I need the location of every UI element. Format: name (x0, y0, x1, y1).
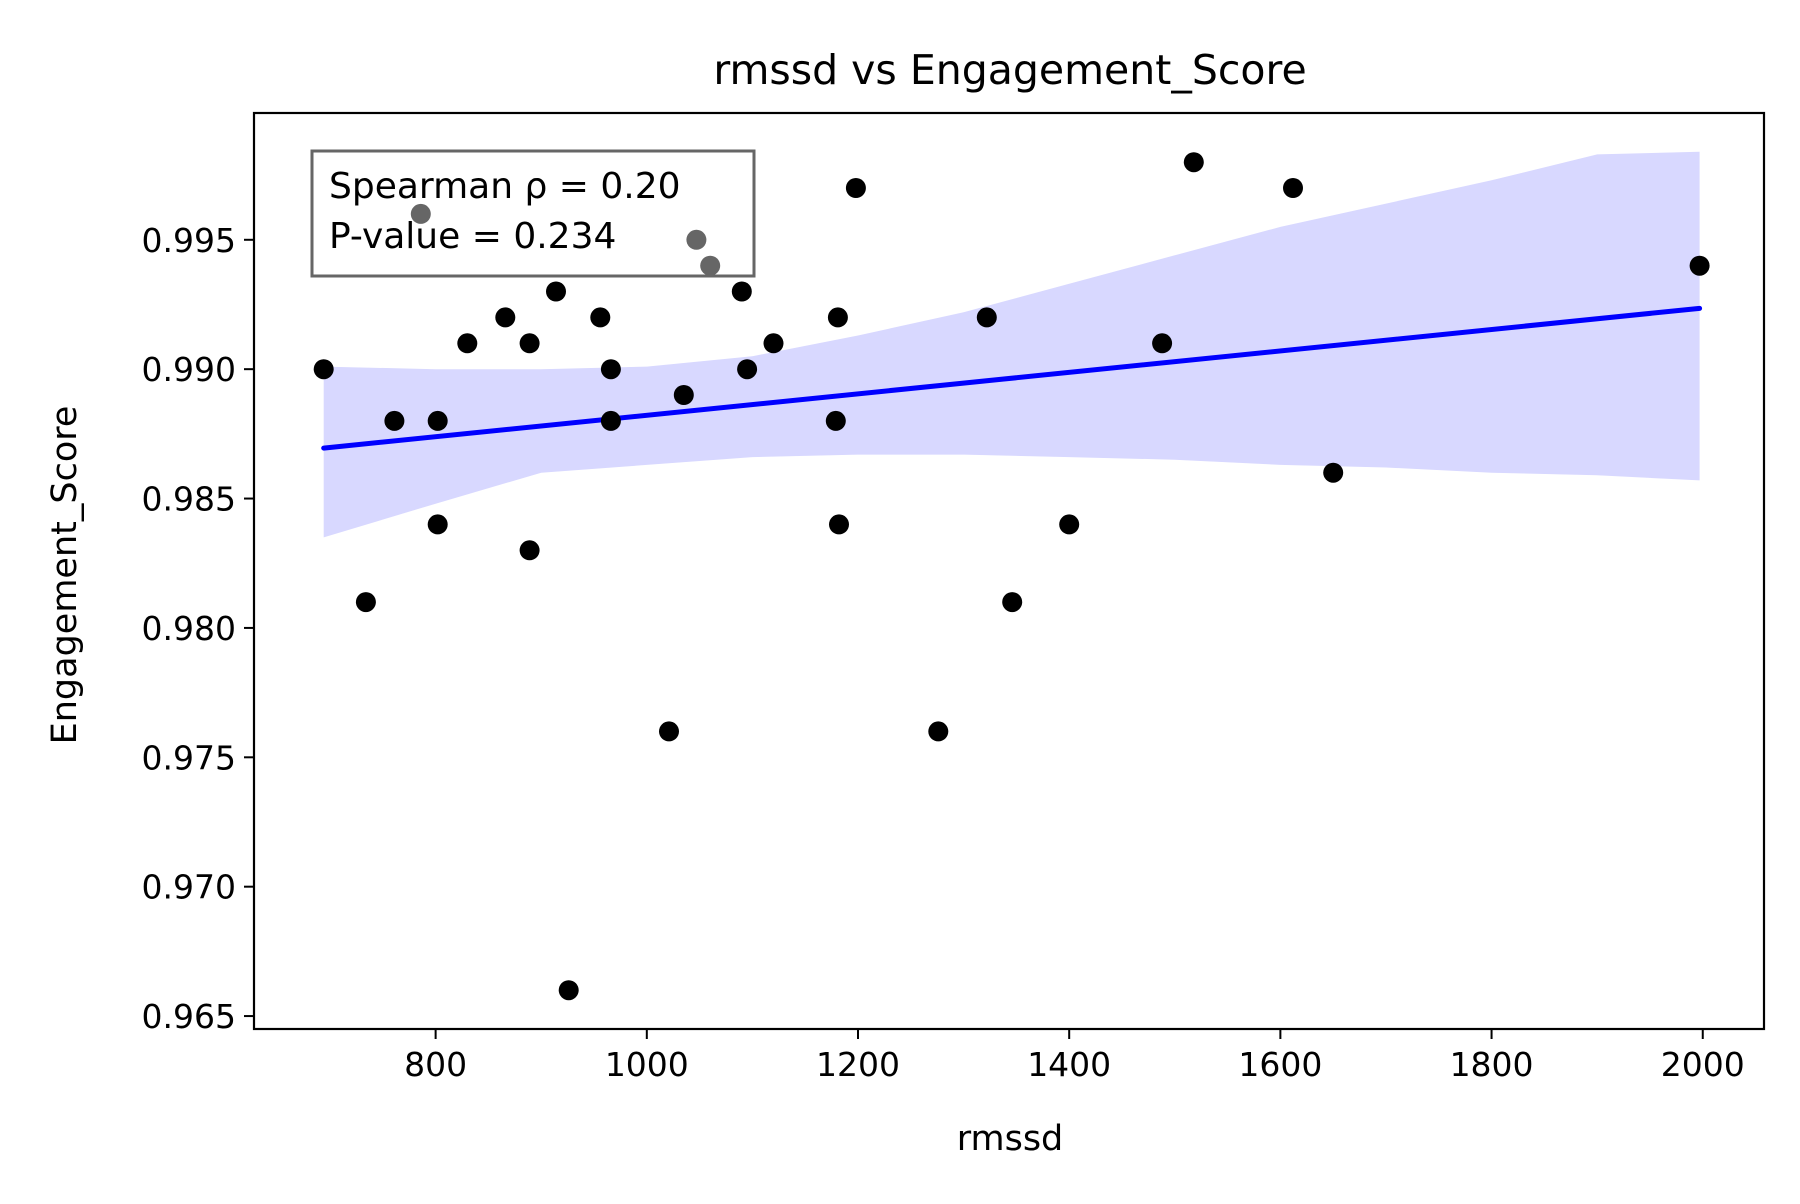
y-tick-label: 0.970 (142, 868, 236, 907)
data-point (827, 307, 848, 328)
x-tick-label: 1000 (605, 1045, 689, 1084)
y-tick-label: 0.985 (142, 480, 236, 519)
data-point (845, 178, 866, 198)
data-point (519, 333, 540, 354)
data-point (686, 229, 707, 250)
y-tick-label: 0.965 (142, 997, 236, 1036)
data-point (976, 307, 997, 328)
chart-title: rmssd vs Engagement_Score (713, 46, 1306, 94)
stats-box: Spearman ρ = 0.20 P-value = 0.234 (310, 149, 756, 278)
data-point (928, 721, 949, 742)
data-point (1002, 592, 1023, 613)
data-point (313, 359, 334, 380)
y-axis-label: Engagement_Score (45, 406, 85, 745)
data-point (427, 514, 448, 535)
x-tick-label: 1800 (1450, 1045, 1534, 1084)
data-point (659, 721, 679, 742)
data-point (673, 385, 694, 405)
stats-p-value: P-value = 0.234 (329, 216, 616, 257)
data-points-layer (313, 152, 1710, 1001)
data-point (600, 359, 621, 380)
data-point (546, 281, 566, 302)
x-axis-label: rmssd (957, 1119, 1064, 1159)
confidence-band (323, 151, 1700, 538)
data-point (427, 410, 448, 431)
confidence-band-layer (323, 151, 1700, 538)
data-point (495, 307, 516, 328)
y-tick-label: 0.980 (142, 609, 236, 648)
data-point (410, 203, 431, 224)
data-point (600, 410, 621, 431)
data-point (829, 514, 849, 535)
data-point (1183, 152, 1204, 173)
data-point (1323, 462, 1344, 483)
stats-box-frame (310, 149, 756, 278)
data-point (737, 359, 758, 380)
regression-line (321, 305, 1703, 451)
data-point (1283, 178, 1303, 198)
regression-line-layer (321, 305, 1703, 451)
data-point (519, 540, 540, 561)
stats-spearman: Spearman ρ = 0.20 (329, 166, 681, 207)
y-tick-label: 0.990 (142, 350, 236, 389)
data-point (1059, 514, 1080, 535)
data-point (558, 980, 579, 1001)
data-point (457, 333, 478, 354)
data-point (1689, 255, 1710, 276)
data-point (384, 410, 405, 431)
data-point (763, 333, 784, 354)
plot-frame (252, 111, 1766, 1031)
data-point (1152, 333, 1173, 354)
x-tick-label: 1200 (816, 1045, 900, 1084)
data-point (731, 281, 752, 302)
x-tick-label: 2000 (1661, 1045, 1745, 1084)
data-point (825, 410, 846, 431)
data-point (590, 307, 611, 328)
x-tick-label: 1600 (1238, 1045, 1322, 1084)
axes-layer: 800 1000 1200 1400 1600 1800 2000 0.965 0.970 0.9… (142, 111, 1766, 1084)
y-tick-label: 0.995 (142, 221, 236, 260)
y-tick-label: 0.975 (142, 738, 236, 777)
x-tick-label: 1400 (1027, 1045, 1111, 1084)
x-tick-label: 800 (404, 1045, 467, 1084)
data-point (700, 255, 721, 276)
data-point (355, 592, 376, 613)
